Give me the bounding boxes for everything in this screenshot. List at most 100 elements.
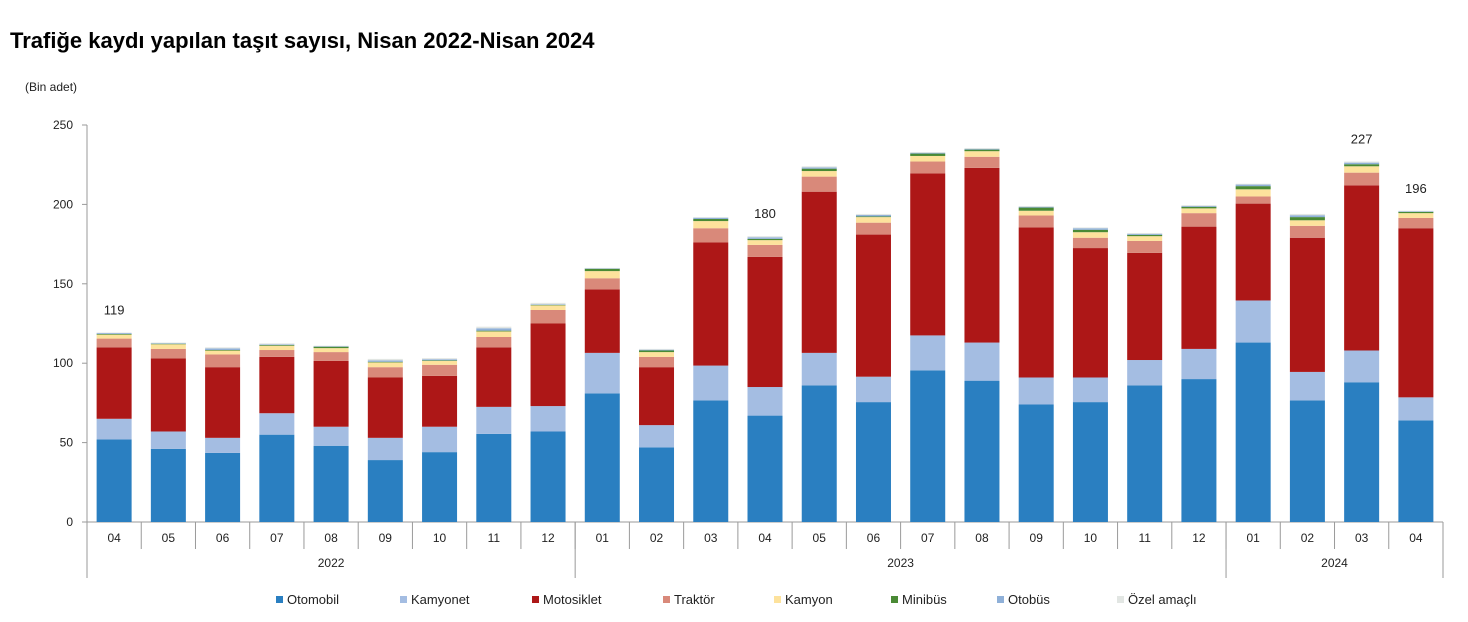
bar-segment-motosiklet <box>476 347 512 407</box>
bar-segment-otomobil <box>422 452 458 522</box>
bar-segment-motosiklet <box>150 358 186 432</box>
x-tick-label: 10 <box>1084 531 1098 545</box>
x-tick-label: 08 <box>324 531 338 545</box>
bar-segment-kamyon <box>530 305 566 311</box>
data-label: 119 <box>104 303 125 318</box>
bar-segment-minibüs <box>313 346 349 349</box>
year-group-label: 2024 <box>1321 556 1348 570</box>
legend-label: Otobüs <box>1008 592 1050 607</box>
legend-label: Motosiklet <box>543 592 602 607</box>
bar-segment-motosiklet <box>1398 228 1434 398</box>
legend-label: Minibüs <box>902 592 947 607</box>
bar-segment-kamyonet <box>1127 360 1163 386</box>
bar-segment-otomobil <box>855 402 891 522</box>
bar-segment-özel-amaçlı <box>530 302 566 305</box>
bar-segment-otobüs <box>584 268 620 269</box>
bar-segment-minibüs <box>964 149 1000 152</box>
bar-segment-motosiklet <box>1181 226 1217 349</box>
bar-segment-otomobil <box>313 445 349 522</box>
legend-swatch <box>774 596 781 603</box>
bar-segment-traktör <box>1127 240 1163 253</box>
data-label: 227 <box>1351 132 1373 147</box>
bar-segment-özel-amaçlı <box>1344 161 1380 163</box>
bar-segment-özel-amaçlı <box>1235 183 1271 185</box>
bar-segment-traktör <box>150 348 186 359</box>
x-tick-label: 05 <box>162 531 176 545</box>
bar-segment-kamyonet <box>1018 377 1054 405</box>
bar-segment-otobüs <box>1072 228 1108 230</box>
bar-segment-otobüs <box>367 360 403 362</box>
bar-segment-traktör <box>1235 196 1271 204</box>
bar-segment-kamyonet <box>1181 348 1217 380</box>
bar-segment-kamyon <box>205 350 241 355</box>
bar-segment-kamyonet <box>1072 377 1108 403</box>
bar-segment-kamyonet <box>1398 397 1434 421</box>
bar-segment-otobüs <box>96 333 132 334</box>
bar-segment-motosiklet <box>584 289 620 353</box>
bar-segment-otomobil <box>476 433 512 522</box>
year-group-label: 2023 <box>887 556 914 570</box>
bar-segment-minibüs <box>422 360 458 361</box>
bar-segment-özel-amaçlı <box>150 342 186 344</box>
x-tick-label: 08 <box>975 531 989 545</box>
bar-segment-minibüs <box>639 350 675 353</box>
bar-segment-traktör <box>1289 225 1325 238</box>
bar-segment-özel-amaçlı <box>1289 213 1325 216</box>
bar-segment-kamyonet <box>1344 350 1380 383</box>
bar-segment-kamyon <box>801 171 837 177</box>
bar-segment-motosiklet <box>855 234 891 377</box>
bar-segment-minibüs <box>1289 217 1325 221</box>
bar-segment-kamyon <box>1344 166 1380 173</box>
bar-segment-kamyon <box>96 334 132 339</box>
bar-segment-özel-amaçlı <box>964 148 1000 149</box>
bar-segment-özel-amaçlı <box>476 326 512 329</box>
legend-label: Kamyonet <box>411 592 470 607</box>
legend-swatch <box>1117 596 1124 603</box>
bar-segment-otomobil <box>910 370 946 522</box>
bar-segment-otomobil <box>205 452 241 522</box>
bar-segment-otobüs <box>476 328 512 331</box>
bar-segment-otobüs <box>1127 233 1163 235</box>
bar-segment-minibüs <box>910 153 946 156</box>
bar-segment-kamyon <box>1181 208 1217 214</box>
bar-segment-traktör <box>964 156 1000 168</box>
x-tick-label: 06 <box>867 531 881 545</box>
bar-segment-otobüs <box>693 217 729 220</box>
bar-segment-motosiklet <box>96 347 132 419</box>
x-tick-label: 11 <box>1138 531 1151 545</box>
bar-segment-kamyon <box>964 151 1000 157</box>
bar-segment-otobüs <box>964 148 1000 150</box>
bar-segment-minibüs <box>1181 206 1217 209</box>
bar-segment-motosiklet <box>1235 203 1271 301</box>
x-tick-label: 03 <box>704 531 718 545</box>
bar-segment-kamyonet <box>259 413 295 435</box>
bar-segment-motosiklet <box>1344 185 1380 351</box>
bar-segment-traktör <box>313 352 349 361</box>
bar-segment-traktör <box>476 336 512 348</box>
bar-segment-otomobil <box>1398 420 1434 522</box>
bar-segment-kamyon <box>693 221 729 229</box>
bar-segment-traktör <box>96 338 132 348</box>
bar-segment-kamyonet <box>1289 371 1325 401</box>
bar-segment-otomobil <box>1289 400 1325 522</box>
legend-swatch <box>997 596 1004 603</box>
y-tick-label: 0 <box>66 515 73 529</box>
bar-segment-kamyon <box>1289 220 1325 226</box>
y-tick-label: 100 <box>53 356 73 370</box>
bar-segment-kamyon <box>584 271 620 279</box>
bar-segment-traktör <box>1072 237 1108 249</box>
bar-segment-kamyon <box>1072 232 1108 238</box>
x-tick-label: 09 <box>1030 531 1044 545</box>
bar-segment-otobüs <box>530 304 566 305</box>
bar-segment-minibüs <box>1127 234 1163 237</box>
bar-segment-kamyon <box>1398 213 1434 218</box>
bar-segment-motosiklet <box>1072 248 1108 378</box>
bar-segment-özel-amaçlı <box>1398 210 1434 212</box>
bar-segment-özel-amaçlı <box>584 267 620 269</box>
bar-segment-kamyon <box>1127 236 1163 241</box>
y-tick-label: 250 <box>53 118 73 132</box>
bar-segment-otomobil <box>1018 404 1054 522</box>
bar-segment-otomobil <box>964 380 1000 522</box>
bar-segment-motosiklet <box>964 167 1000 343</box>
